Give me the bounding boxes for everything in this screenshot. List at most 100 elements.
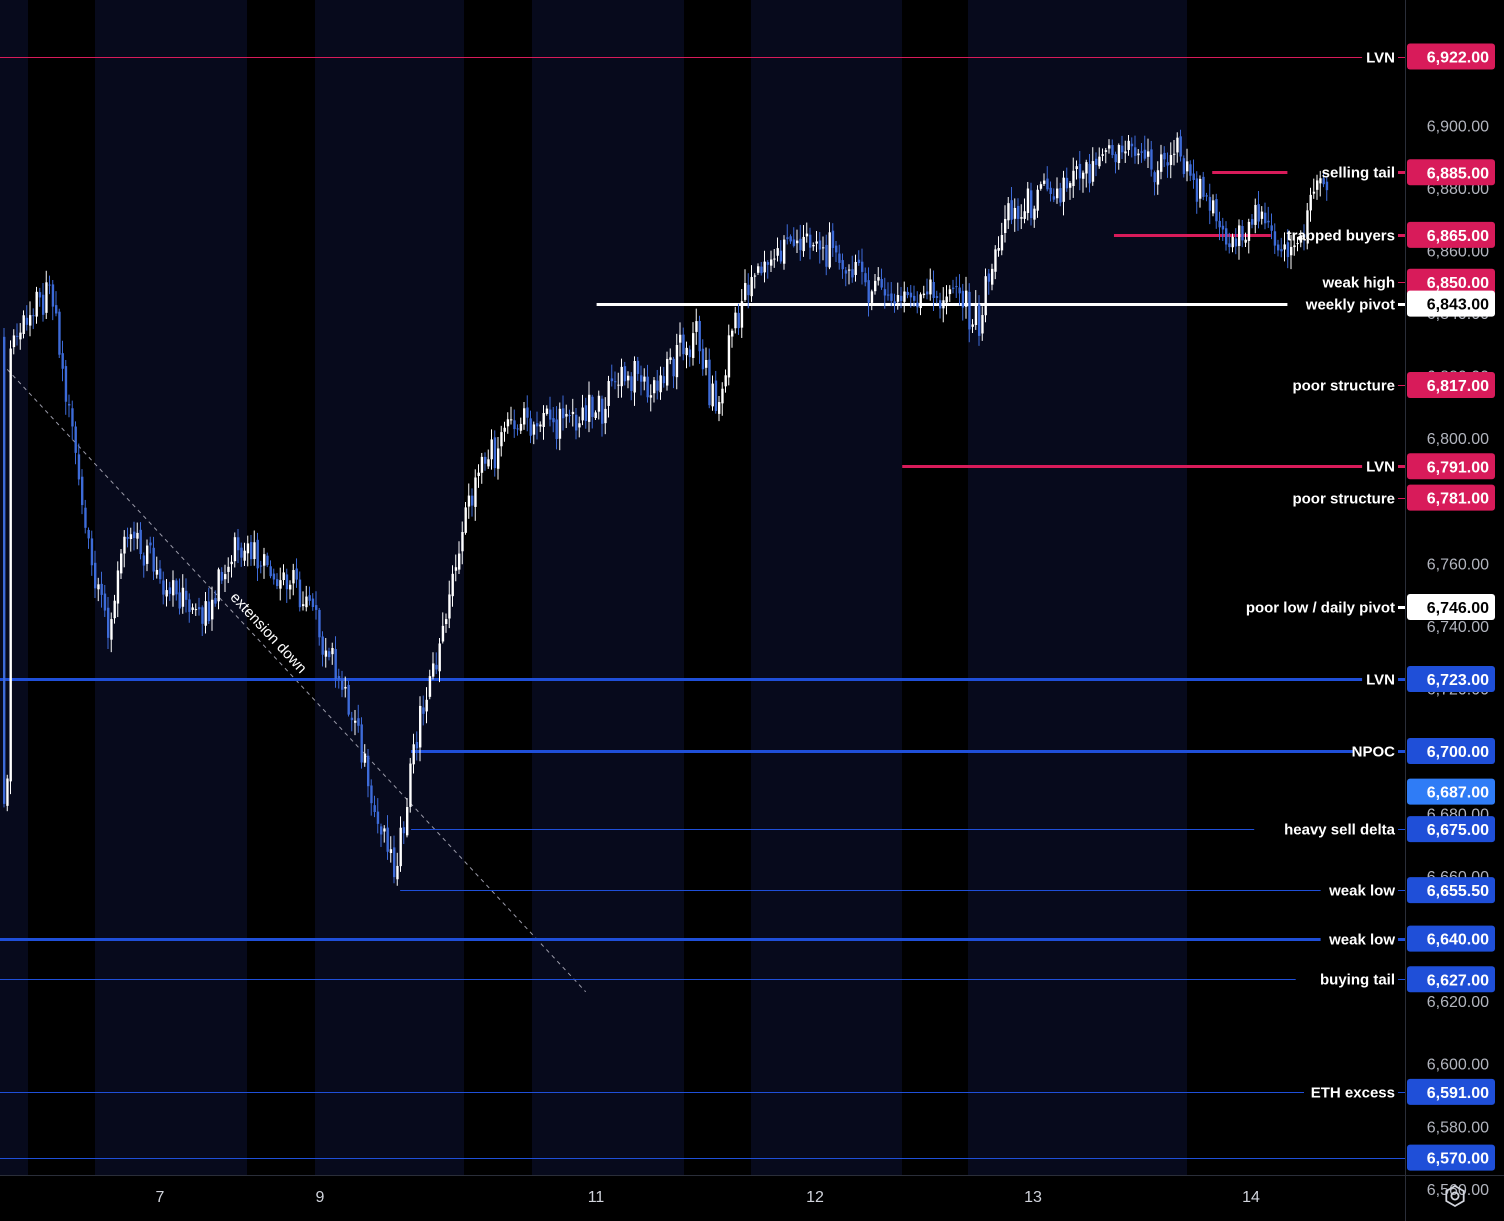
candle-body <box>880 279 883 288</box>
candle-body <box>903 291 906 302</box>
candle-body <box>207 601 211 622</box>
price-tick-label: 6,600.00 <box>1427 1057 1489 1074</box>
candle-body <box>558 408 562 439</box>
candle-body <box>347 684 350 715</box>
candle-body <box>874 280 877 292</box>
candle-body <box>825 244 828 267</box>
price-tag <box>1407 737 1495 764</box>
price-tick-label: 6,900.00 <box>1427 118 1489 135</box>
candle-body <box>929 279 932 295</box>
candle-body <box>25 317 29 325</box>
level-label: poor structure <box>1292 491 1395 508</box>
candle-body <box>991 268 994 285</box>
candle-body <box>747 284 750 296</box>
candle-body <box>935 296 939 298</box>
price-tag <box>1407 1078 1495 1105</box>
price-tick-label: 6,580.00 <box>1427 1119 1489 1136</box>
candle-body <box>1137 153 1140 156</box>
candle-body <box>1254 204 1257 225</box>
level-label: buying tail <box>1320 972 1395 989</box>
candle-body <box>58 311 61 355</box>
candle-body <box>601 398 604 424</box>
candle-body <box>1078 163 1082 179</box>
candle-body <box>194 609 198 611</box>
time-tick-label: 9 <box>316 1189 325 1206</box>
candle-body <box>380 826 383 835</box>
candle-body <box>276 579 279 587</box>
candle-body <box>149 542 152 546</box>
candle-body <box>120 553 123 574</box>
candle-body <box>688 349 692 358</box>
candle-body <box>770 259 773 266</box>
candle-body <box>812 245 815 247</box>
candle-body <box>627 375 630 381</box>
candle-body <box>240 547 243 558</box>
session-band <box>28 0 95 1175</box>
price-tag-text: 6,922.00 <box>1427 50 1489 67</box>
candle-body <box>129 534 133 539</box>
candle-body <box>269 566 272 577</box>
price-tag-text: 6,850.00 <box>1427 275 1489 292</box>
candle-body <box>155 569 159 575</box>
candle-body <box>867 280 870 303</box>
candle-body <box>84 507 87 528</box>
candle-body <box>12 335 16 348</box>
candle-body <box>1039 184 1043 189</box>
candle-body <box>516 428 519 430</box>
candle-body <box>126 537 129 539</box>
price-tick-label: 6,800.00 <box>1427 431 1489 448</box>
candle-body <box>1111 145 1114 156</box>
candle-body <box>451 573 454 597</box>
candle-body <box>396 865 399 880</box>
candle-body <box>272 573 276 580</box>
candle-body <box>1023 211 1026 219</box>
candle-body <box>1306 210 1309 239</box>
candle-body <box>471 495 474 506</box>
candle-body <box>701 348 705 370</box>
candle-body <box>1166 162 1169 166</box>
level-labels: LVN selling tail trapped buyers weak high we… <box>1246 50 1396 1102</box>
candle-body <box>916 302 919 308</box>
candle-body <box>633 361 636 393</box>
candle-body <box>864 273 867 283</box>
candle-body <box>1101 154 1104 156</box>
candle-body <box>724 375 727 387</box>
candle-body <box>1186 161 1189 172</box>
candle-body <box>142 555 146 566</box>
candle-body <box>571 411 575 415</box>
candle-body <box>786 237 789 239</box>
candle-body <box>334 648 337 679</box>
gear-icon[interactable] <box>1445 1184 1465 1208</box>
candle-body <box>913 295 916 301</box>
candle-body <box>1303 234 1306 238</box>
candle-body <box>958 287 961 294</box>
price-tag-text: 6,746.00 <box>1427 600 1489 617</box>
candle-body <box>562 408 565 419</box>
candle-body <box>415 741 419 749</box>
settings-button[interactable] <box>1445 1184 1465 1208</box>
price-tag-text: 6,817.00 <box>1427 378 1489 395</box>
candle-body <box>35 291 38 317</box>
candle-body <box>997 248 1000 251</box>
candle-body <box>435 664 438 670</box>
price-tag <box>1407 221 1495 248</box>
candle-body <box>1251 219 1254 225</box>
candle-body <box>48 284 51 286</box>
candle-body <box>510 419 513 421</box>
candle-body <box>922 293 926 296</box>
candle-body <box>1127 140 1130 150</box>
price-tag-text: 6,723.00 <box>1427 672 1489 689</box>
candle-body <box>506 419 510 427</box>
candle-body <box>942 300 945 309</box>
level-label: selling tail <box>1322 165 1395 182</box>
candle-body <box>341 679 344 690</box>
candle-body <box>1179 136 1182 157</box>
time-axis[interactable]: 7 9 11 12 13 14 <box>0 1175 1504 1221</box>
candle-body <box>188 599 191 612</box>
candle-body <box>1150 149 1153 170</box>
price-levels <box>0 57 1405 1159</box>
candle-body <box>952 287 955 289</box>
time-tick-label: 13 <box>1024 1189 1042 1206</box>
price-axis[interactable]: 6,900.006,880.006,860.006,840.006,820.00… <box>1405 0 1504 1221</box>
